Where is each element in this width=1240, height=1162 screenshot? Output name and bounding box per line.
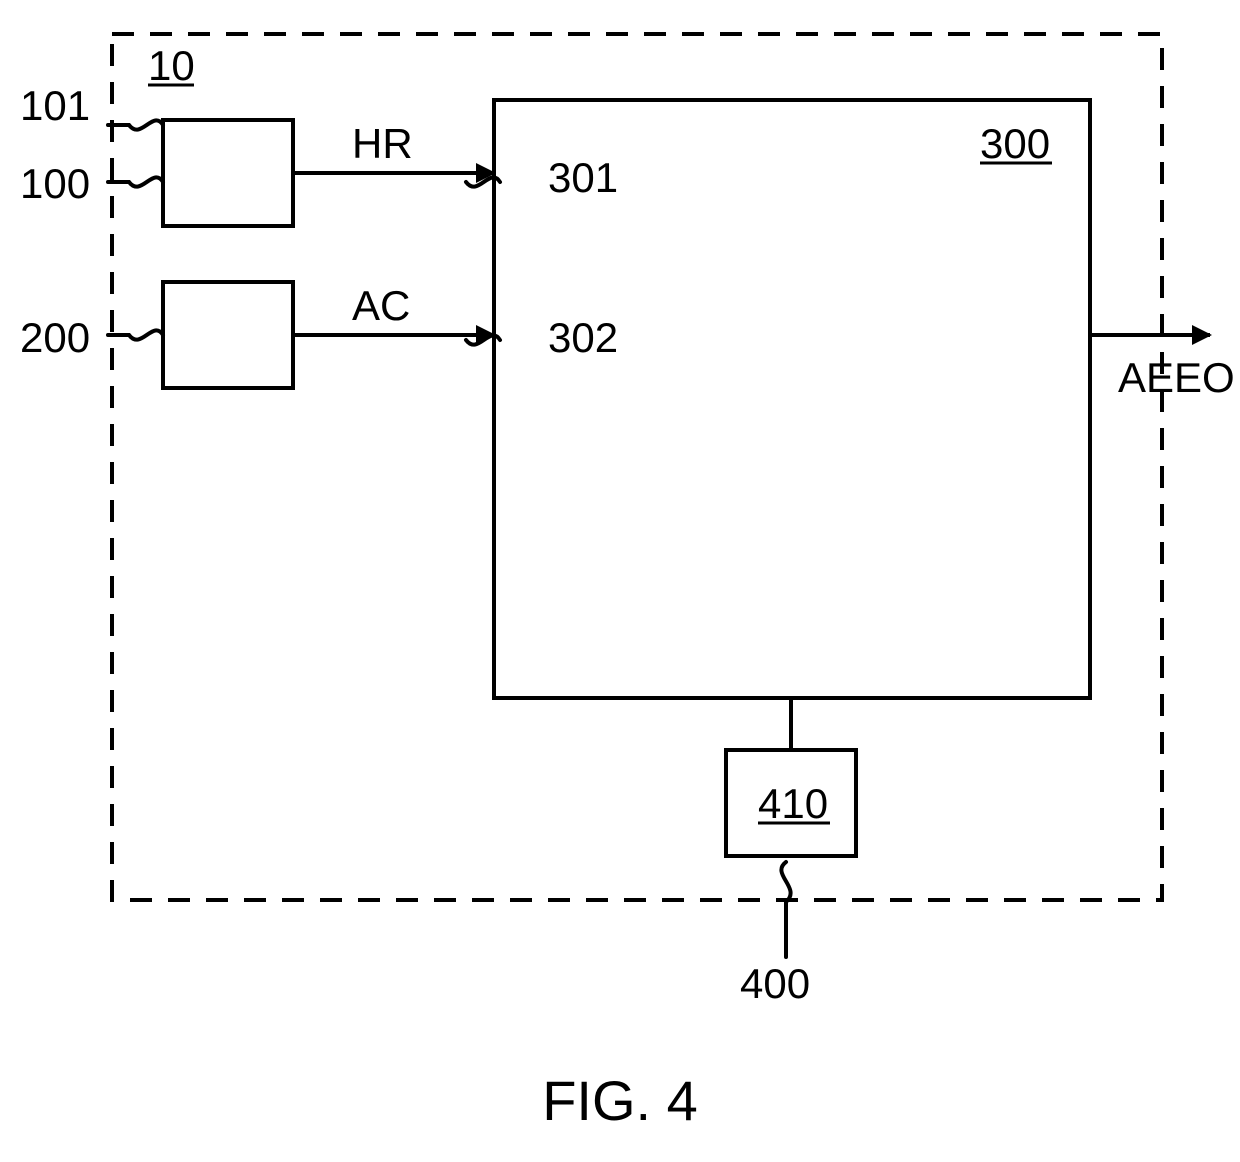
label-ac: AC: [352, 282, 410, 329]
label-300: 300: [980, 120, 1050, 167]
squiggle-100: [108, 177, 163, 186]
label-hr: HR: [352, 120, 413, 167]
squiggle-400: [781, 862, 790, 957]
box-100: [163, 120, 293, 226]
label-301: 301: [548, 154, 618, 201]
label-aeeo: AEEO: [1118, 354, 1235, 401]
label-410: 410: [758, 780, 828, 827]
squiggle-101: [108, 120, 163, 129]
figure-caption: FIG. 4: [542, 1069, 698, 1132]
box-200: [163, 282, 293, 388]
label-101: 101: [20, 82, 90, 129]
label-400: 400: [740, 960, 810, 1007]
squiggle-200: [108, 330, 163, 339]
label-200: 200: [20, 314, 90, 361]
label-100: 100: [20, 160, 90, 207]
label-302: 302: [548, 314, 618, 361]
label-10: 10: [148, 42, 195, 89]
